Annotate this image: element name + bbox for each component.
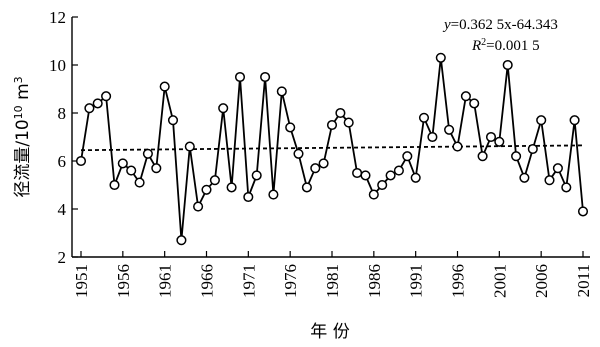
axes xyxy=(71,17,590,258)
data-point xyxy=(176,235,187,246)
x-tick-label: 1956 xyxy=(114,264,133,298)
data-point xyxy=(151,163,162,174)
data-point xyxy=(527,143,538,155)
data-point xyxy=(218,103,229,114)
data-point xyxy=(385,170,396,181)
data-point xyxy=(494,136,505,147)
data-point xyxy=(184,141,195,152)
x-tick-label: 1976 xyxy=(281,264,300,298)
data-point xyxy=(310,163,321,174)
data-point xyxy=(360,170,371,181)
data-point xyxy=(101,91,112,102)
data-point xyxy=(75,155,87,167)
x-tick-label: 1981 xyxy=(323,264,342,298)
data-point xyxy=(234,71,246,83)
data-point xyxy=(142,148,153,159)
data-point xyxy=(485,131,497,143)
data-point xyxy=(444,124,455,135)
data-point xyxy=(452,141,463,152)
data-point xyxy=(519,172,530,183)
y-tick-label: 4 xyxy=(58,200,67,219)
data-point xyxy=(268,189,279,200)
data-point xyxy=(368,189,379,200)
data-point xyxy=(577,206,589,217)
data-point xyxy=(552,163,563,174)
y-tick-label: 8 xyxy=(58,104,67,123)
y-tick-label: 10 xyxy=(49,56,66,75)
data-point xyxy=(251,170,262,181)
data-point xyxy=(109,179,120,191)
data-point xyxy=(343,117,354,128)
data-point xyxy=(285,122,296,133)
regression-equation: y=0.362 5x-64.343 R2=0.001 5 xyxy=(442,17,558,54)
data-point xyxy=(569,115,580,126)
data-point xyxy=(159,81,170,92)
data-point xyxy=(209,175,220,186)
data-point xyxy=(536,115,547,126)
data-point xyxy=(352,167,363,179)
data-point xyxy=(126,165,137,176)
data-point xyxy=(326,119,338,131)
data-point xyxy=(544,175,555,186)
data-point xyxy=(469,98,480,109)
x-tick-label: 1951 xyxy=(72,264,91,298)
data-point xyxy=(318,158,329,169)
runoff-series-line xyxy=(80,56,584,242)
data-point xyxy=(460,91,471,102)
y-tick-label: 2 xyxy=(58,248,67,267)
data-point xyxy=(201,184,212,195)
data-point xyxy=(92,98,103,109)
data-point xyxy=(293,148,304,159)
data-point xyxy=(134,177,145,188)
x-tick-label: 2011 xyxy=(574,264,593,297)
data-point xyxy=(561,182,572,193)
data-point xyxy=(418,112,430,123)
y-axis-title: 径流量/1010 m3 xyxy=(12,76,34,197)
data-point xyxy=(301,182,312,193)
x-tick-label: 1986 xyxy=(365,264,384,298)
x-tick-label: 1961 xyxy=(156,264,175,298)
data-point xyxy=(427,131,438,143)
data-point xyxy=(393,165,404,176)
data-point xyxy=(477,151,488,162)
trend-line xyxy=(80,144,584,152)
data-point xyxy=(377,179,388,191)
x-tick-label: 1971 xyxy=(239,264,258,298)
x-tick-label: 2006 xyxy=(532,264,551,298)
equation-line1: y=0.362 5x-64.343 xyxy=(442,17,558,33)
data-point xyxy=(402,151,413,162)
data-point xyxy=(84,103,95,114)
data-point xyxy=(243,191,254,203)
data-point xyxy=(167,115,179,126)
data-point xyxy=(335,107,346,119)
y-ticks: 2 4 6 8 10 12 xyxy=(49,8,78,267)
data-point xyxy=(410,172,421,183)
x-tick-label: 1996 xyxy=(449,264,468,298)
data-point xyxy=(502,59,513,71)
x-tick-label: 1966 xyxy=(198,264,217,298)
data-points xyxy=(75,52,589,246)
y-tick-label: 12 xyxy=(49,8,66,27)
x-tick-label: 2001 xyxy=(490,264,509,298)
x-axis-title: 年 份 xyxy=(310,322,349,342)
x-tick-label: 1991 xyxy=(407,264,426,298)
data-point xyxy=(511,151,522,162)
data-point xyxy=(226,182,237,193)
y-tick-label: 6 xyxy=(58,152,67,171)
data-point xyxy=(117,158,128,169)
x-ticks: 1951 1956 1961 1966 1971 1976 1981 1986 1991 1996… xyxy=(72,251,593,298)
equation-line2: R2=0.001 5 xyxy=(471,37,540,55)
data-point xyxy=(276,86,287,97)
data-point xyxy=(435,52,446,63)
data-point xyxy=(193,201,204,212)
data-point xyxy=(260,71,271,83)
